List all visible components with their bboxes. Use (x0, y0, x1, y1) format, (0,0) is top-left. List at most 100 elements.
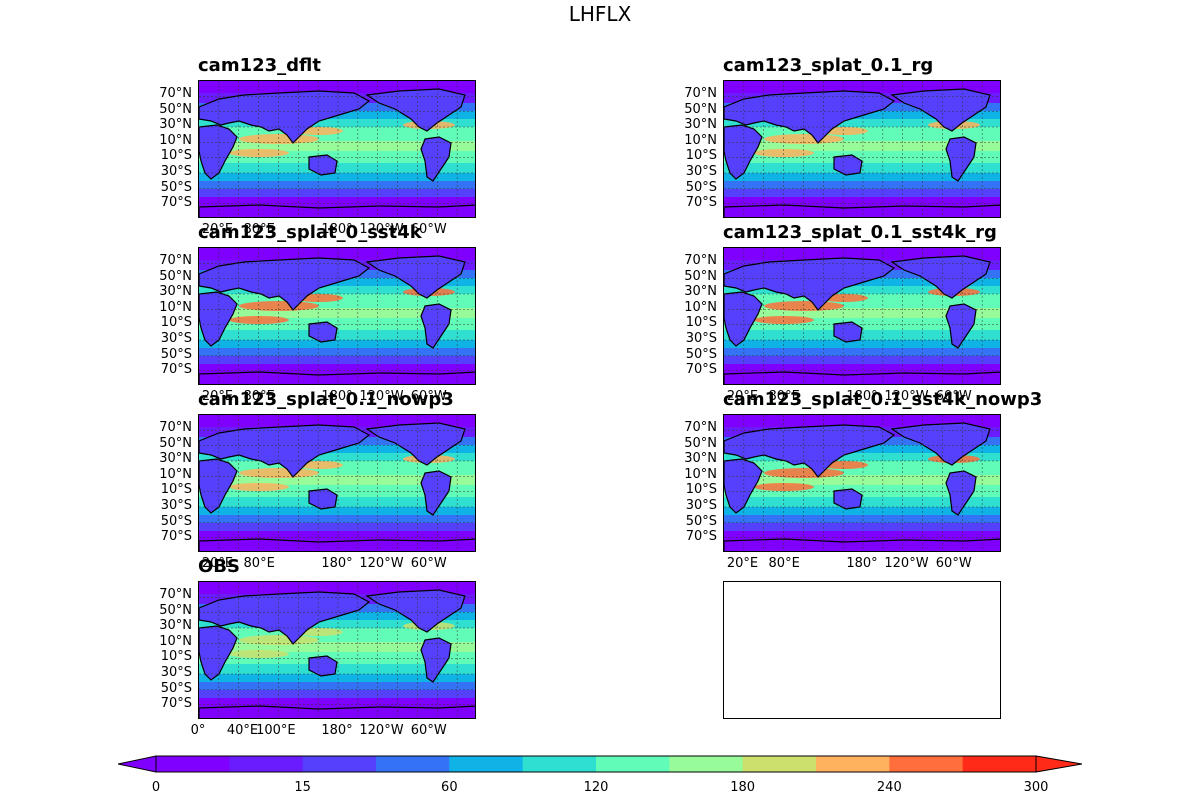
lat-tick-label: 10°N (159, 466, 192, 482)
lat-tick-label: 30°S (685, 164, 717, 179)
lhflx-band (724, 523, 1000, 531)
colorbar (118, 755, 1082, 773)
lhflx-band (724, 189, 1000, 197)
coastline (199, 371, 475, 384)
lhflx-band (199, 682, 475, 690)
coastline (199, 705, 475, 718)
map-plot (199, 81, 475, 217)
lon-tick-label: 180° (321, 723, 353, 738)
map-axes (198, 80, 476, 218)
lhflx-band (199, 664, 475, 674)
lhflx-band (724, 163, 1000, 173)
lhflx-band (199, 582, 475, 594)
colorbar-tick-label: 300 (1023, 780, 1049, 795)
coastline (724, 538, 1000, 551)
map-axes (198, 581, 476, 719)
colorbar-segment (376, 756, 450, 772)
lat-tick-label: 10°S (685, 148, 717, 164)
lhflx-band (199, 515, 475, 523)
coastline (199, 90, 371, 144)
lat-tick-label: 70°N (684, 420, 717, 435)
map-axes (198, 414, 476, 552)
map-axes (723, 414, 1001, 552)
coastline (724, 458, 763, 514)
lat-tick-label: 30°N (684, 284, 717, 300)
lhflx-band (199, 356, 475, 364)
lon-tick-label: 120°W (359, 389, 404, 404)
map-plot (199, 582, 475, 718)
coastline (724, 424, 896, 478)
lhflx-max-patch (754, 483, 814, 491)
lat-tick-label: 50°N (159, 268, 192, 284)
coastline (420, 303, 452, 349)
lat-tick-label: 50°N (684, 101, 717, 117)
subplot-title: cam123_dflt (198, 55, 321, 76)
colorbar-segment (596, 756, 670, 772)
lat-tick-label: 50°S (685, 513, 717, 529)
lhflx-band (199, 340, 475, 348)
lat-tick-label: 10°N (159, 132, 192, 148)
lhflx-band (724, 141, 1000, 151)
colorbar-extend-low (118, 755, 157, 773)
lat-tick-label: 30°S (685, 331, 717, 346)
subplot-title: cam123_splat_0.1_sst4k_nowp3 (723, 389, 1043, 410)
lon-tick-label: 20°E (201, 222, 234, 237)
coastline (365, 422, 466, 466)
lon-tick-label: 60°W (410, 723, 447, 738)
lat-tick-label: 70°S (160, 529, 192, 545)
lat-tick-label: 70°S (160, 195, 192, 211)
lon-tick-label: 60°W (410, 556, 447, 571)
lhflx-band (199, 475, 475, 485)
coastline (420, 470, 452, 516)
lon-tick-label: 180° (846, 389, 878, 404)
coastline (199, 257, 371, 311)
lhflx-band (199, 163, 475, 173)
colorbar-segment (742, 756, 817, 772)
lon-tick-label: 100°E (256, 723, 296, 738)
lhflx-band (724, 515, 1000, 523)
lat-tick-label: 50°S (685, 179, 717, 195)
lat-tick-label: 70°S (685, 362, 717, 378)
coastline (724, 204, 1000, 217)
coastline (724, 371, 1000, 384)
lhflx-band (724, 308, 1000, 318)
colorbar-segment (962, 756, 1037, 772)
coastline (199, 124, 238, 180)
colorbar-segment (229, 756, 304, 772)
lon-tick-label: 120°W (359, 723, 404, 738)
lat-tick-label: 50°S (160, 346, 192, 362)
lhflx-band (199, 308, 475, 318)
coastline (890, 422, 991, 466)
lat-tick-label: 50°S (685, 346, 717, 362)
lon-tick-label: 120°W (359, 222, 404, 237)
lon-tick-label: 40°E (226, 723, 259, 738)
lhflx-band (724, 340, 1000, 348)
lat-tick-label: 70°S (685, 529, 717, 545)
subplot-title: cam123_splat_0.1_rg (723, 55, 934, 76)
coastline (199, 291, 238, 347)
lhflx-band (199, 286, 475, 294)
map-plot (199, 415, 475, 551)
coastline (365, 88, 466, 132)
lat-tick-label: 10°S (160, 315, 192, 331)
coastline (945, 470, 977, 516)
lhflx-band (724, 81, 1000, 93)
lat-tick-label: 30°S (160, 498, 192, 513)
lon-tick-label: 180° (321, 222, 353, 237)
lhflx-band (724, 173, 1000, 181)
lat-tick-label: 30°S (685, 498, 717, 513)
lat-tick-label: 50°N (159, 435, 192, 451)
colorbar-tick-label: 180 (730, 780, 756, 795)
lhflx-band (199, 642, 475, 652)
lhflx-max-patch (229, 149, 289, 157)
lon-tick-label: 0° (190, 723, 206, 738)
lhflx-band (199, 620, 475, 628)
map-plot (199, 248, 475, 384)
lat-tick-label: 50°N (159, 101, 192, 117)
lon-tick-label: 120°W (359, 556, 404, 571)
lhflx-band (199, 189, 475, 197)
lat-tick-label: 30°N (159, 117, 192, 133)
lat-tick-label: 10°N (684, 299, 717, 315)
coastline (199, 424, 371, 478)
colorbar-segment (449, 756, 524, 772)
